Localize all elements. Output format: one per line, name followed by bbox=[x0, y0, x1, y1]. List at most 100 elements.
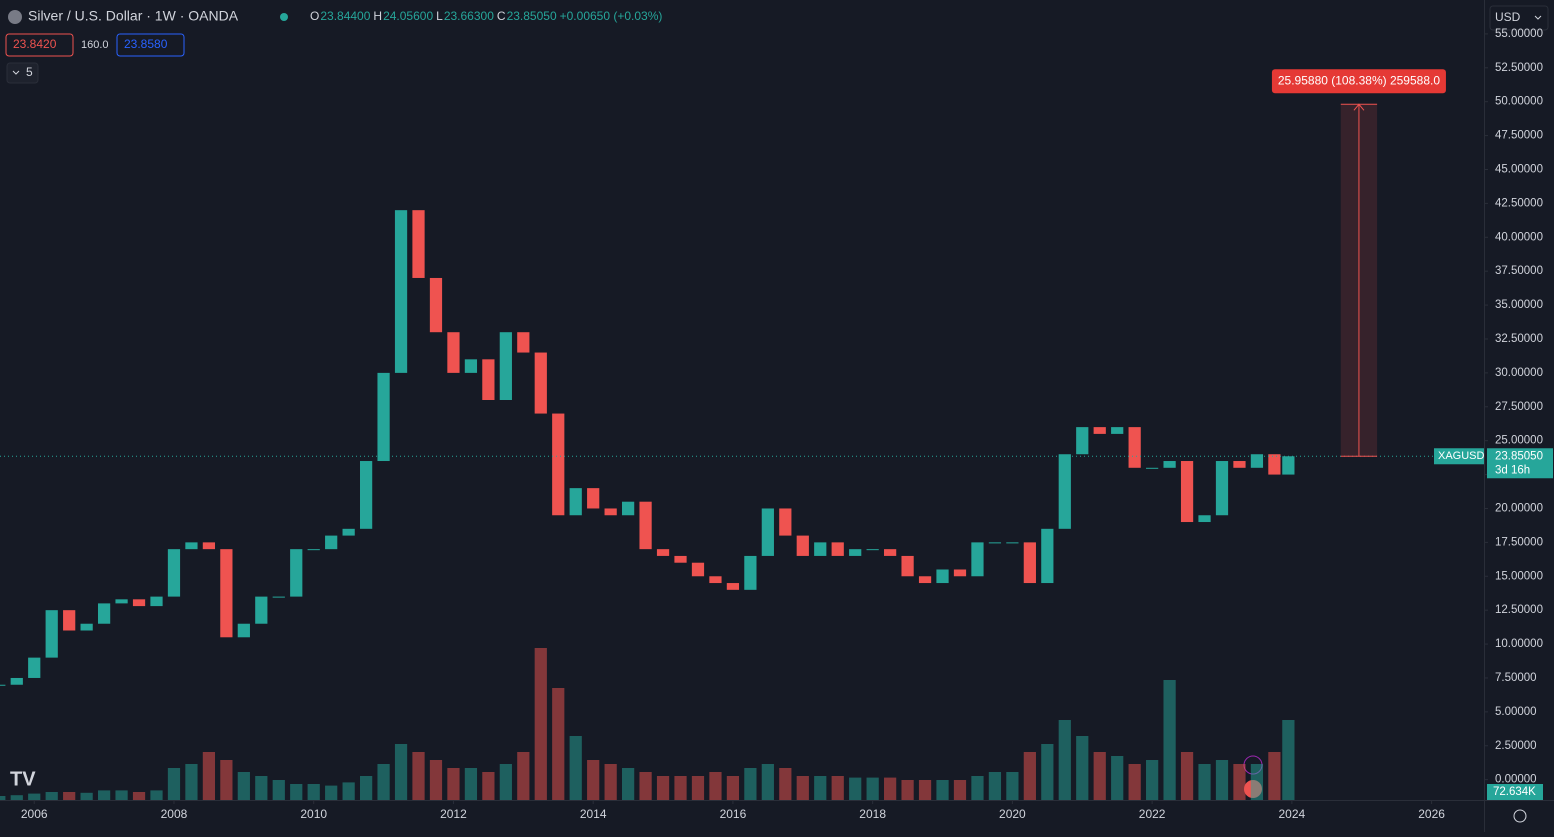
volume-bar bbox=[779, 768, 792, 800]
volume-bar bbox=[28, 793, 41, 800]
candle-body bbox=[1198, 515, 1211, 523]
volume-bar bbox=[1250, 764, 1264, 800]
candle-body bbox=[1215, 461, 1229, 516]
measure-label-box bbox=[1271, 69, 1446, 94]
volume-bar bbox=[569, 736, 582, 800]
chart-title: Silver / U.S. Dollar · 1W · OANDA bbox=[28, 8, 239, 24]
candle-body bbox=[237, 623, 250, 638]
ohlc-value: 23.84400 bbox=[320, 9, 370, 23]
x-tick-label: 2006 bbox=[21, 807, 48, 821]
chevron bbox=[1534, 15, 1542, 20]
x-tick-label: 2016 bbox=[720, 807, 747, 821]
volume-bar bbox=[115, 790, 128, 800]
candle-body bbox=[1163, 461, 1176, 468]
volume-bar bbox=[1128, 764, 1141, 800]
y-tick-label: 30.00000 bbox=[1495, 367, 1543, 379]
y-tick-label: 5.00000 bbox=[1495, 706, 1537, 718]
volume-bar bbox=[482, 772, 495, 800]
symbol-icon bbox=[8, 10, 22, 24]
ohlc-key: H bbox=[373, 9, 382, 23]
volume-bar bbox=[656, 776, 670, 800]
x-tick-label: 2026 bbox=[1418, 807, 1445, 821]
candle-body bbox=[656, 549, 670, 556]
candle-body bbox=[185, 542, 198, 550]
volume-bar bbox=[849, 777, 862, 800]
ohlc-key: C bbox=[497, 9, 506, 23]
volume-tag bbox=[1487, 784, 1543, 800]
volume-bar bbox=[447, 768, 460, 800]
candle-body bbox=[726, 583, 740, 590]
candle-body bbox=[0, 684, 6, 686]
candle-body bbox=[1093, 427, 1106, 434]
y-tick-label: 50.00000 bbox=[1495, 96, 1543, 108]
measure-arrowhead bbox=[1353, 103, 1365, 111]
candle-body bbox=[1023, 542, 1036, 584]
y-tick-label: 20.00000 bbox=[1495, 503, 1543, 515]
volume-bar bbox=[622, 768, 635, 800]
buy-box[interactable] bbox=[116, 33, 185, 57]
volume-bar bbox=[936, 780, 949, 800]
volume-bar bbox=[587, 760, 600, 800]
volume-bar bbox=[814, 776, 827, 800]
volume-bar bbox=[796, 776, 809, 800]
candle-body bbox=[849, 549, 862, 556]
candle-body bbox=[359, 461, 373, 529]
candle-body bbox=[63, 610, 76, 631]
currency-box[interactable] bbox=[1489, 5, 1549, 31]
last-price-label: 23.85050 bbox=[1495, 450, 1543, 462]
candle-body bbox=[971, 542, 984, 577]
indicators-toggle[interactable] bbox=[6, 62, 39, 84]
candle-body bbox=[901, 555, 914, 577]
y-tick-label: 17.50000 bbox=[1495, 536, 1543, 548]
spread: 160.0 bbox=[81, 39, 109, 51]
candle-body bbox=[761, 508, 774, 556]
indicators-count[interactable]: 5 bbox=[26, 65, 33, 79]
candle-body bbox=[604, 508, 617, 516]
market-status[interactable] bbox=[280, 13, 288, 21]
y-tick-label: 25.00000 bbox=[1495, 435, 1543, 447]
y-tick-label: 2.50000 bbox=[1495, 740, 1537, 752]
volume-bar bbox=[80, 792, 93, 800]
candle-body bbox=[709, 576, 722, 584]
volume-bar bbox=[709, 772, 722, 800]
header: Silver / U.S. Dollar · 1W · OANDA 23.842… bbox=[5, 5, 1549, 823]
x-tick-label: 2018 bbox=[859, 807, 886, 821]
volume-bar bbox=[971, 776, 984, 800]
candle-body bbox=[482, 359, 495, 400]
candle-body bbox=[342, 528, 355, 536]
candle-body bbox=[28, 657, 41, 678]
sell-price[interactable]: 23.8420 bbox=[13, 37, 57, 51]
candle-body bbox=[674, 555, 687, 563]
candle-body bbox=[1250, 454, 1264, 468]
volume-bar bbox=[342, 782, 355, 800]
candle-body bbox=[412, 210, 425, 278]
y-tick-label: 10.00000 bbox=[1495, 638, 1543, 650]
candle-body bbox=[290, 549, 303, 597]
volume-bar bbox=[1146, 760, 1159, 800]
y-tick-label: 42.50000 bbox=[1495, 197, 1543, 209]
candle-body bbox=[866, 549, 879, 551]
volume-bar bbox=[412, 752, 425, 800]
candle-body bbox=[587, 488, 600, 509]
y-tick-label: 45.00000 bbox=[1495, 164, 1543, 176]
volume-bar bbox=[220, 760, 233, 800]
chevron bbox=[12, 70, 20, 75]
volume-bar bbox=[1233, 764, 1246, 800]
candle-body bbox=[80, 623, 93, 631]
candle-body bbox=[569, 488, 582, 516]
x-tick-label: 2010 bbox=[300, 807, 327, 821]
buy-price[interactable]: 23.8580 bbox=[124, 37, 168, 51]
volume-bar bbox=[429, 760, 443, 800]
settings-icon[interactable] bbox=[1513, 809, 1527, 823]
currency[interactable]: USD bbox=[1495, 10, 1521, 24]
candle-body bbox=[1268, 454, 1281, 475]
volume-bar bbox=[237, 772, 250, 800]
candle-body bbox=[552, 413, 565, 516]
candle-body bbox=[953, 569, 967, 577]
sell-box[interactable] bbox=[5, 33, 74, 57]
y-tick-label: 52.50000 bbox=[1495, 62, 1543, 74]
volume-bar bbox=[1058, 720, 1071, 800]
change: +0.00650 (+0.03%) bbox=[560, 9, 663, 23]
